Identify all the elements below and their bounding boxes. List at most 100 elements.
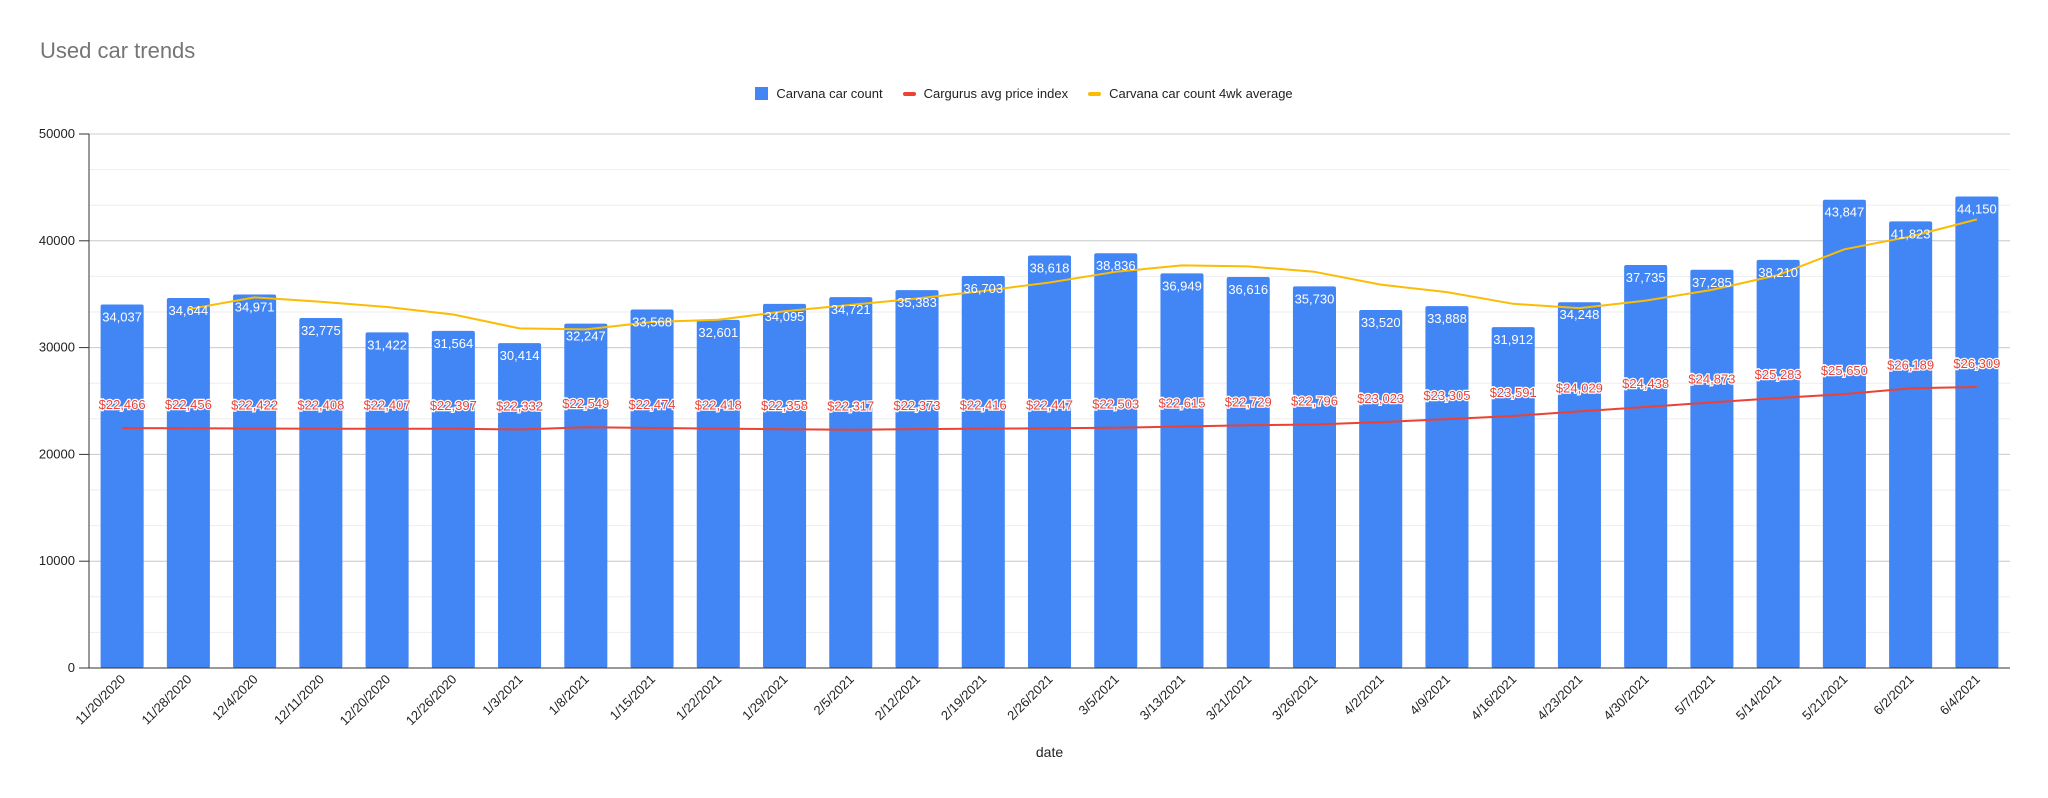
bar (1094, 253, 1138, 669)
price-data-label: $25,283 (1755, 367, 1802, 382)
bar-data-label: 44,150 (1957, 201, 1997, 216)
x-tick-label: 4/16/2021 (1468, 672, 1520, 724)
price-data-label: $22,503 (1092, 397, 1139, 412)
x-tick-label: 11/28/2020 (139, 672, 195, 728)
x-tick-label: 11/20/2020 (72, 672, 128, 728)
price-data-label: $22,466 (99, 397, 146, 412)
bar-data-label: 36,949 (1162, 278, 1202, 293)
legend-label-carvana-count: Carvana car count (776, 86, 883, 101)
x-tick-label: 1/29/2021 (739, 672, 791, 724)
bar-data-label: 32,601 (698, 325, 738, 340)
price-data-label: $23,591 (1490, 385, 1537, 400)
bar-data-label: 36,703 (963, 281, 1003, 296)
bar-data-label: 35,383 (897, 295, 937, 310)
bar-data-label: 37,735 (1626, 270, 1666, 285)
x-tick-label: 2/26/2021 (1004, 672, 1056, 724)
bar (166, 298, 210, 668)
x-tick-label: 1/15/2021 (607, 672, 659, 724)
bar (1955, 196, 1999, 668)
price-data-label: $22,373 (894, 398, 941, 413)
bar-data-label: 38,210 (1758, 265, 1798, 280)
x-tick-label: 6/2/2021 (1870, 672, 1916, 718)
x-tick-label: 2/12/2021 (872, 672, 924, 724)
price-data-label: $22,317 (827, 399, 874, 414)
bar (1889, 221, 1933, 668)
x-tick-label: 3/5/2021 (1075, 672, 1121, 718)
legend-item-carvana-count[interactable]: Carvana car count (755, 86, 883, 101)
price-data-label: $23,023 (1357, 391, 1404, 406)
y-tick-label: 50000 (39, 126, 75, 141)
bar-data-label: 43,847 (1825, 205, 1865, 220)
bar (299, 317, 343, 668)
bar-data-label: 31,422 (367, 337, 407, 352)
bar (365, 332, 409, 668)
price-data-label: $25,650 (1821, 363, 1868, 378)
y-tick-label: 40000 (39, 233, 75, 248)
bar-data-label: 30,414 (500, 348, 540, 363)
bar (1822, 199, 1866, 668)
bar (696, 319, 740, 668)
bar (630, 309, 674, 668)
price-data-label: $22,416 (960, 398, 1007, 413)
bar-data-label: 34,248 (1560, 307, 1600, 322)
legend-label-carvana-4wk: Carvana car count 4wk average (1109, 86, 1293, 101)
x-tick-label: 4/23/2021 (1534, 672, 1586, 724)
bar (961, 276, 1005, 668)
x-tick-label: 5/14/2021 (1733, 672, 1785, 724)
price-data-label: $22,474 (629, 397, 676, 412)
bar (829, 297, 873, 668)
price-data-label: $22,615 (1158, 395, 1205, 410)
x-tick-label: 2/5/2021 (811, 672, 857, 718)
x-tick-label: 4/9/2021 (1407, 672, 1453, 718)
y-tick-label: 20000 (39, 446, 75, 461)
price-data-label: $22,332 (496, 398, 543, 413)
bar-data-label: 32,775 (301, 323, 341, 338)
x-tick-label: 1/8/2021 (546, 672, 592, 718)
legend-item-cargurus-index[interactable]: Cargurus avg price index (902, 86, 1069, 101)
x-tick-label: 3/13/2021 (1137, 672, 1189, 724)
bar-data-label: 32,247 (566, 329, 606, 344)
price-data-label: $23,305 (1423, 388, 1470, 403)
price-data-label: $22,408 (297, 398, 344, 413)
price-data-label: $26,309 (1953, 356, 2000, 371)
bar (431, 330, 475, 668)
bar-data-label: 33,520 (1361, 315, 1401, 330)
bar (1226, 276, 1270, 668)
price-data-label: $26,189 (1887, 357, 1934, 372)
bar-data-label: 38,836 (1096, 258, 1136, 273)
x-tick-label: 5/21/2021 (1799, 672, 1851, 724)
bar (763, 303, 807, 668)
bar-data-label: 31,912 (1493, 332, 1533, 347)
y-tick-label: 30000 (39, 340, 75, 355)
y-tick-label: 10000 (39, 553, 75, 568)
legend-label-cargurus-index: Cargurus avg price index (923, 86, 1069, 101)
x-tick-label: 2/19/2021 (938, 672, 990, 724)
chart-title: Used car trends (40, 38, 196, 63)
bar-data-label: 34,721 (831, 302, 871, 317)
price-data-label: $22,456 (165, 397, 212, 412)
bar (498, 343, 542, 668)
bar (1359, 310, 1403, 668)
legend-swatch-cargurus-index (902, 91, 916, 96)
x-axis-title: date (1036, 744, 1063, 760)
bar-data-label: 31,564 (433, 336, 473, 351)
price-data-label: $24,438 (1622, 376, 1669, 391)
price-data-label: $22,407 (364, 398, 411, 413)
bar (1756, 259, 1800, 668)
series-line-cargurus-index (122, 386, 1977, 431)
price-data-label: $22,549 (562, 396, 609, 411)
price-data-label: $22,397 (430, 398, 477, 413)
bar-data-label: 35,730 (1295, 291, 1335, 306)
price-data-label: $22,422 (231, 398, 278, 413)
legend-item-carvana-4wk[interactable]: Carvana car count 4wk average (1088, 86, 1293, 101)
bar-data-label: 33,568 (632, 314, 672, 329)
bar-data-label: 37,285 (1692, 275, 1732, 290)
x-tick-label: 4/30/2021 (1600, 672, 1652, 724)
x-tick-label: 5/7/2021 (1672, 672, 1718, 718)
bar (564, 323, 608, 668)
bar (233, 294, 277, 668)
bar (100, 304, 144, 668)
bar-data-label: 41,823 (1891, 226, 1931, 241)
bar (1491, 327, 1535, 668)
